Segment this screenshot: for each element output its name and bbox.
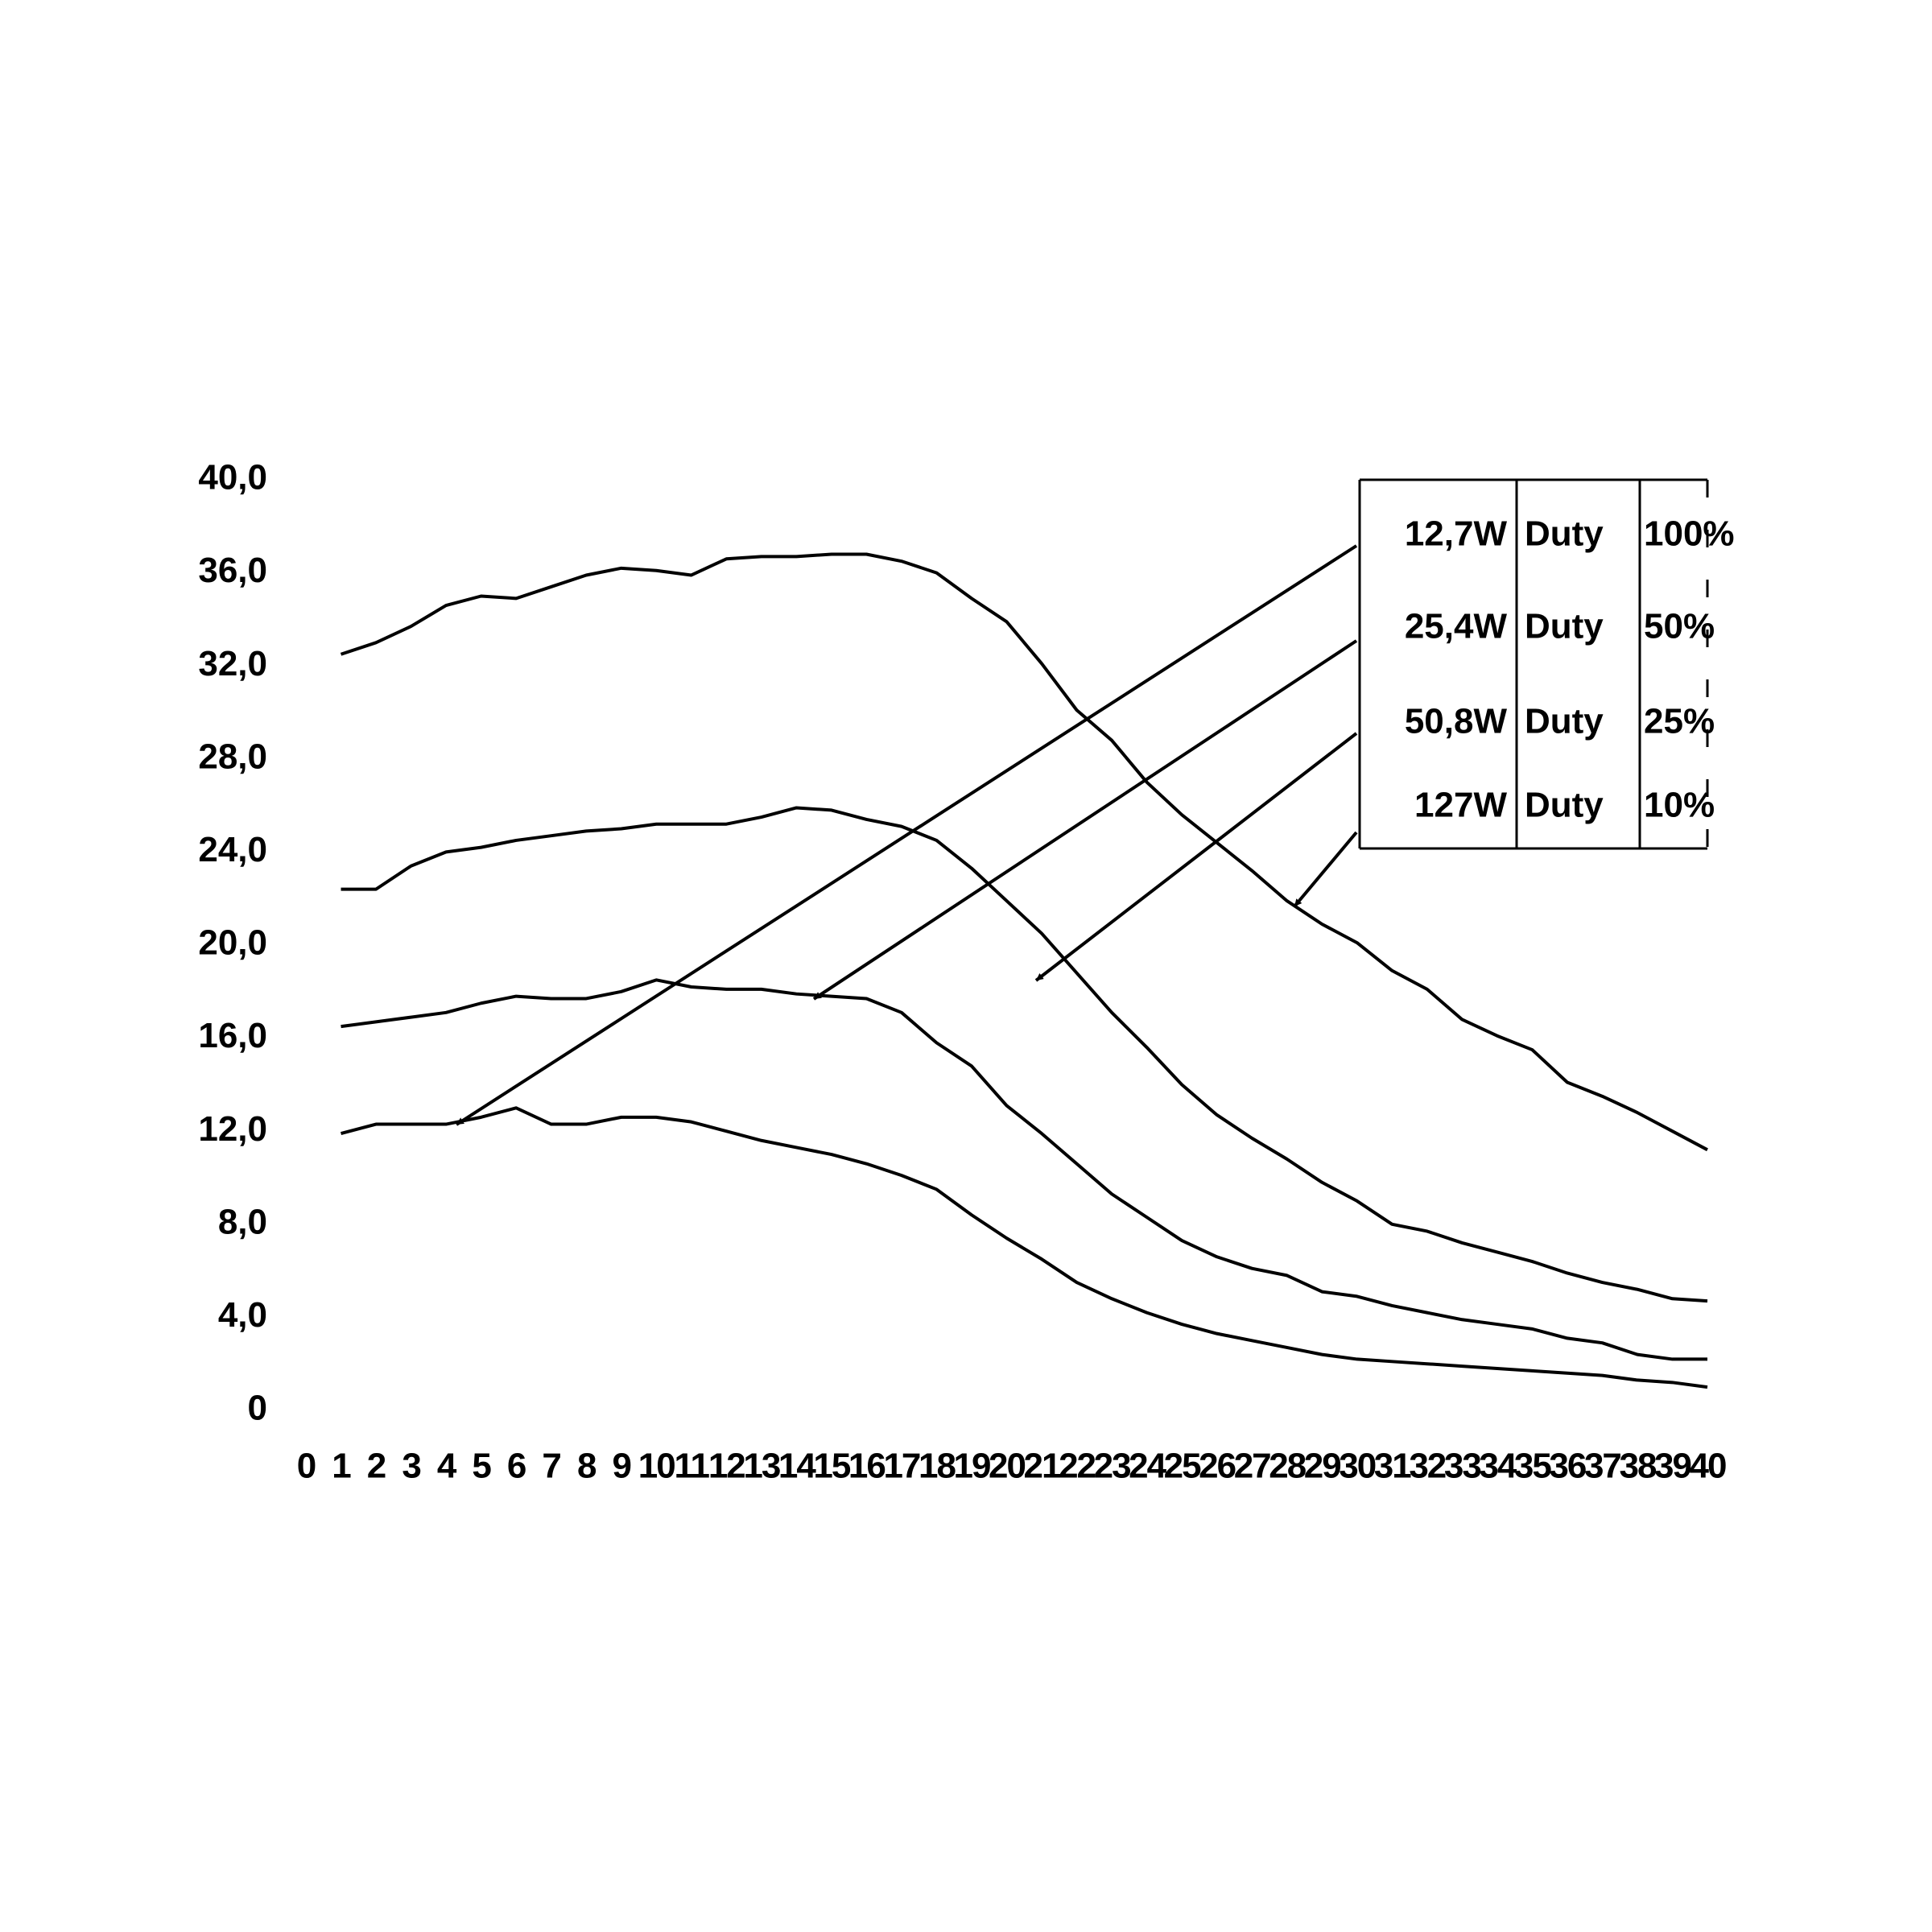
- legend: 12,7W Duty 100% 25,4W Duty 50% 50,8W Duty 25% 127…: [455, 478, 1735, 1126]
- legend-arrow: [1034, 732, 1358, 982]
- legend-duty: 10%: [1644, 786, 1715, 825]
- x-tick-label: 28: [1269, 1447, 1306, 1486]
- series-line: [340, 552, 1708, 1152]
- x-tick-label: 17: [883, 1447, 919, 1486]
- legend-arrow: [455, 544, 1358, 1126]
- legend-duty-label: Duty: [1525, 514, 1604, 554]
- x-tick-label: 8: [577, 1447, 597, 1486]
- x-tick-label: 11: [675, 1447, 710, 1486]
- series-line: [341, 806, 1708, 1303]
- x-tick-label: 27: [1234, 1447, 1270, 1486]
- x-tick-label: 9: [612, 1447, 630, 1486]
- x-tick-label: 33: [1444, 1447, 1480, 1486]
- y-tick-label: 36,0: [198, 551, 267, 590]
- x-tick-label: 1: [332, 1447, 351, 1486]
- y-tick-label: 40,0: [198, 458, 267, 497]
- legend-label: 127W: [1414, 786, 1507, 825]
- x-tick-label: 18: [919, 1447, 956, 1486]
- x-tick-label: 22: [1059, 1447, 1095, 1486]
- legend-arrow: [1293, 831, 1358, 908]
- legend-arrow: [812, 639, 1358, 1001]
- x-tick-label: 25: [1164, 1447, 1201, 1486]
- x-tick-label: 23: [1094, 1447, 1130, 1486]
- y-tick-label: 32,0: [198, 644, 267, 683]
- x-tick-label: 12: [708, 1447, 745, 1486]
- x-tick-label: 5: [472, 1447, 491, 1486]
- legend-duty-label: Duty: [1525, 702, 1604, 741]
- y-tick-label: 28,0: [198, 737, 267, 776]
- x-tick-label: 29: [1304, 1447, 1340, 1486]
- x-tick-label: 10: [638, 1447, 675, 1486]
- x-tick-label: 3: [402, 1447, 420, 1486]
- x-tick-label: 35: [1514, 1447, 1551, 1486]
- legend-duty: 50%: [1644, 607, 1715, 646]
- x-tick-label: 14: [778, 1447, 816, 1486]
- x-tick-label: 19: [953, 1447, 989, 1486]
- x-tick-label: 15: [813, 1447, 850, 1486]
- y-tick-label: 16,0: [198, 1016, 267, 1055]
- x-tick-label: 0: [297, 1447, 316, 1486]
- x-tick-label: 37: [1584, 1447, 1620, 1486]
- x-tick-label: 6: [507, 1447, 526, 1486]
- y-tick-label: 8,0: [218, 1202, 267, 1241]
- legend-box: [1360, 480, 1707, 848]
- legend-label: 25,4W: [1405, 607, 1508, 646]
- lines: [340, 552, 1708, 1389]
- x-tick-label: 4: [437, 1447, 457, 1486]
- x-tick-label: 16: [848, 1447, 885, 1486]
- y-tick-label: 20,0: [198, 923, 267, 963]
- x-tick-label: 36: [1549, 1447, 1585, 1486]
- legend-duty: 25%: [1644, 702, 1715, 741]
- x-tick-label: 34: [1479, 1447, 1517, 1486]
- x-tick-label: 32: [1409, 1447, 1445, 1486]
- legend-duty-label: Duty: [1525, 607, 1604, 646]
- x-tick-label: 30: [1339, 1447, 1375, 1486]
- series-line: [341, 1106, 1708, 1389]
- y-tick-label: 0: [248, 1389, 267, 1428]
- x-tick-label: 21: [1024, 1447, 1061, 1486]
- series-line: [341, 978, 1707, 1361]
- x-tick-label: 26: [1199, 1447, 1235, 1486]
- legend-duty-label: Duty: [1525, 786, 1604, 825]
- legend-duty: 100%: [1644, 514, 1735, 554]
- y-tick-label: 12,0: [198, 1109, 267, 1149]
- x-tick-label: 2: [367, 1447, 386, 1486]
- legend-label: 12,7W: [1405, 514, 1508, 554]
- x-tick-label: 20: [989, 1447, 1025, 1486]
- x-tick-label: 39: [1654, 1447, 1690, 1486]
- x-tick-label: 31: [1374, 1447, 1411, 1486]
- labels: 0 1 2 3 4 5 6 7 8 9 10 11 12131415161718192021222324…: [198, 458, 1728, 1486]
- x-tick-label: 40: [1690, 1447, 1726, 1486]
- x-tick-label: 24: [1129, 1447, 1166, 1486]
- x-tick-label: 7: [542, 1447, 560, 1486]
- x-tick-label: 38: [1619, 1447, 1656, 1486]
- x-tick-label: 13: [743, 1447, 779, 1486]
- y-tick-label: 24,0: [198, 830, 267, 869]
- y-tick-label: 4,0: [218, 1295, 267, 1335]
- legend-label: 50,8W: [1405, 702, 1508, 741]
